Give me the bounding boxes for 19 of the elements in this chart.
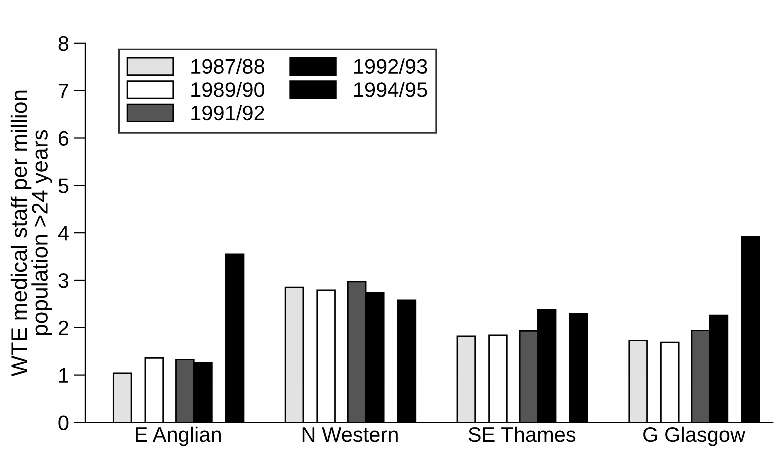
y-tick-label: 3 [58,273,69,288]
y-tick-label: 8 [58,36,69,52]
y-tick-label: 0 [58,416,69,430]
y-tick-label: 6 [58,131,69,146]
y-tick-label: 5 [58,178,69,194]
x-tick-label: N Western [302,428,398,442]
y-tick-label: 2 [58,320,68,336]
y-tick-label: 4 [58,226,69,241]
legend-label: 1987/88 [192,58,264,74]
legend-label: 1994/95 [354,82,428,98]
legend-label: 1991/92 [192,105,264,121]
x-tick-label: E Anglian [136,426,221,446]
legend-label: 1992/93 [354,58,428,74]
y-tick-label: 1 [60,368,68,383]
legend-label: 1989/90 [192,82,265,98]
y-axis-title: WTE medical staff per million population >24 years [10,90,52,377]
x-tick-label: SE Thames [468,426,576,442]
y-tick-label: 7 [58,84,68,98]
x-tick-label: G Glasgow [644,426,746,446]
